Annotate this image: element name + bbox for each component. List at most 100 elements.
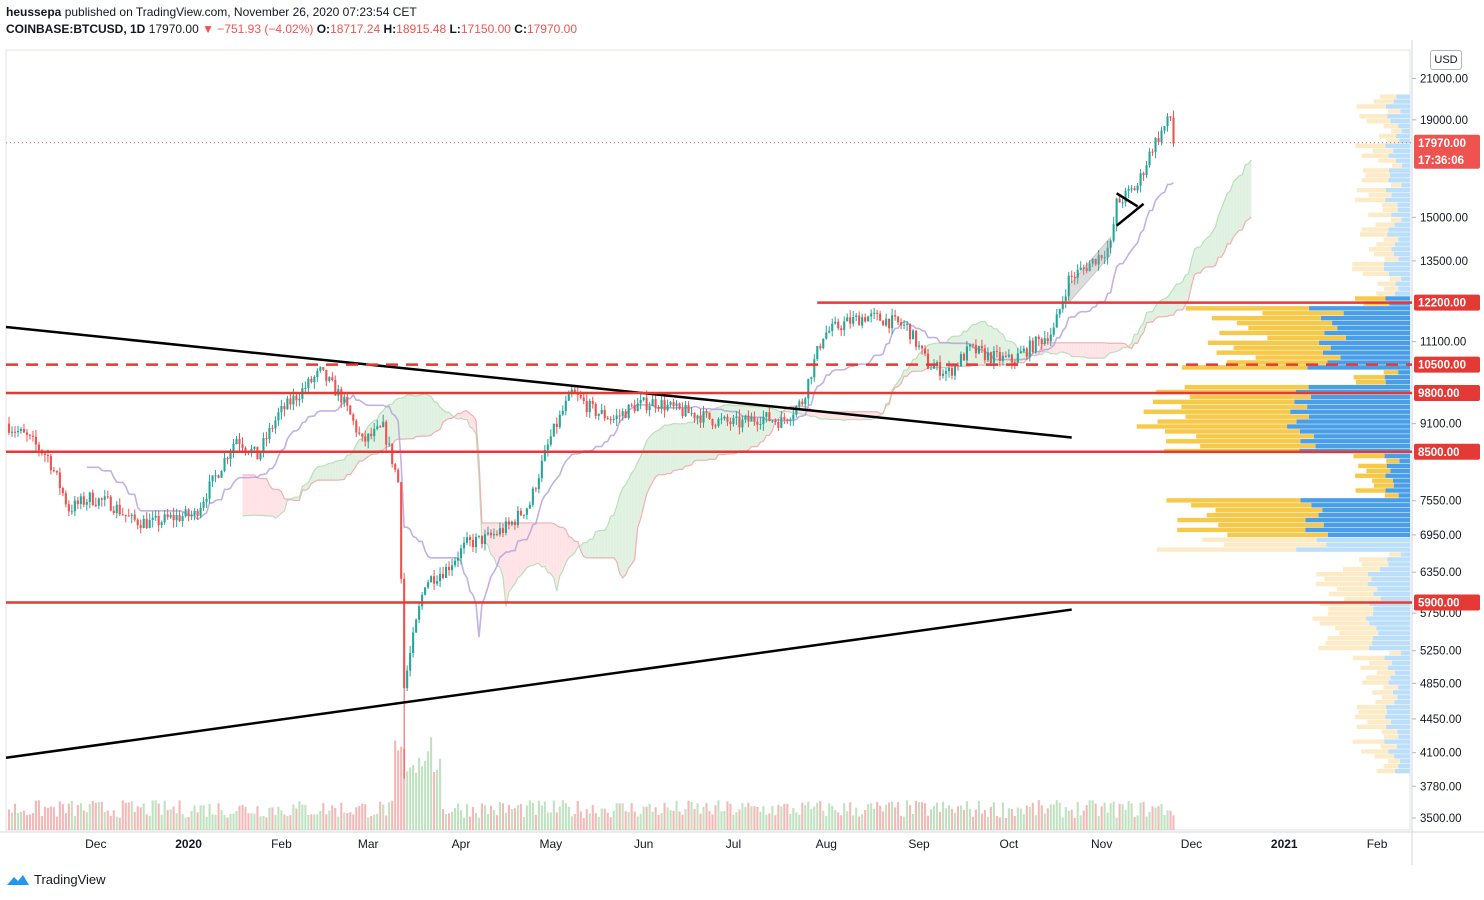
volume-bar — [331, 805, 334, 830]
volume-bar — [259, 816, 262, 830]
cloud-segment — [817, 411, 821, 420]
volume-bar — [807, 801, 810, 830]
cloud-segment — [467, 410, 471, 427]
cloud-segment — [1053, 342, 1057, 355]
vp-bar-sell — [1143, 409, 1291, 414]
vp-bar-sell — [1384, 286, 1399, 291]
candle-body — [744, 416, 747, 420]
candle-body — [1160, 130, 1163, 142]
volume-bar — [1088, 800, 1091, 830]
volume-bar — [295, 808, 298, 830]
candle-body — [938, 362, 942, 376]
cloud-segment — [646, 436, 650, 495]
candle-body — [900, 322, 903, 326]
cloud-segment — [347, 454, 351, 475]
candle-body — [870, 313, 873, 317]
volume-bar — [1010, 809, 1013, 830]
vp-bar-buy — [1385, 473, 1410, 478]
volume-bar — [663, 802, 666, 830]
volume-bar — [858, 816, 861, 830]
candle-body — [885, 318, 888, 326]
candle-body — [358, 432, 361, 434]
vp-bar-sell — [1219, 330, 1325, 336]
candle-body — [397, 469, 400, 483]
candle-body — [792, 414, 795, 420]
cloud-segment — [431, 396, 435, 436]
cloud-segment — [263, 478, 267, 516]
cloud-segment — [532, 522, 536, 566]
volume-bar — [211, 814, 214, 830]
volume-bar — [462, 817, 466, 830]
vp-bar-buy — [1391, 247, 1410, 252]
time-tick-label: Sep — [908, 837, 930, 851]
volume-bar — [621, 803, 624, 830]
vp-bar-buy — [1391, 660, 1410, 666]
vp-bar-sell — [1227, 532, 1328, 538]
flag-lower-line — [1115, 202, 1145, 227]
candle-body — [13, 431, 17, 433]
cloud-segment — [1116, 343, 1120, 352]
volume-bar — [507, 804, 510, 830]
candle-body — [947, 367, 951, 372]
candle-body — [504, 521, 507, 533]
volume-bar — [202, 805, 205, 830]
vp-bar-buy — [1395, 670, 1410, 675]
volume-bar — [109, 815, 112, 830]
vp-bar-sell — [1355, 488, 1386, 493]
candle-body — [1169, 116, 1172, 118]
volume-bar — [474, 812, 478, 830]
volume-bar — [346, 813, 349, 830]
volume-bar — [738, 809, 741, 830]
vp-bar-buy — [1397, 729, 1410, 734]
candle-body — [349, 405, 352, 415]
vp-bar-sell — [1233, 345, 1331, 350]
cloud-segment — [643, 440, 647, 507]
vp-bar-sell — [1372, 478, 1393, 483]
candle-body — [801, 401, 804, 405]
volume-bar — [525, 805, 528, 830]
descending-resistance-trendline — [5, 325, 1072, 439]
high-label: H: — [383, 22, 397, 36]
candle-body — [7, 423, 11, 433]
volume-bar — [217, 803, 220, 830]
vp-bar-sell — [1339, 631, 1379, 636]
candle-body — [1022, 348, 1025, 352]
cloud-segment — [550, 522, 554, 578]
candle-body — [468, 537, 472, 540]
candle-body — [322, 367, 325, 370]
price-chart[interactable]: 21000.00 19000.00 15000.00 13500.00 11100.00… — [0, 40, 1484, 865]
candle-body — [1034, 336, 1037, 353]
candle-body — [280, 405, 283, 413]
vp-bar-buy — [1287, 424, 1410, 429]
candle-body — [920, 345, 924, 349]
vp-bar-sell — [1391, 163, 1402, 168]
cloud-segment — [514, 522, 518, 584]
volume-bar — [1034, 815, 1037, 830]
vp-bar-buy — [1388, 749, 1410, 754]
candle-body — [1154, 138, 1157, 153]
currency-button[interactable]: USD — [1430, 50, 1462, 70]
kijun-sen-line — [86, 182, 1174, 638]
cloud-segment — [1107, 343, 1111, 355]
tradingview-logo-icon — [7, 874, 29, 885]
time-tick-label: Jun — [634, 837, 653, 851]
vp-bar-buy — [1319, 340, 1410, 346]
vp-bar-buy — [1373, 591, 1410, 597]
candle-body — [531, 488, 534, 505]
candle-body — [546, 444, 549, 451]
level-tag-label: 9800.00 — [1418, 388, 1460, 400]
volume-bar — [609, 817, 612, 830]
vp-bar-buy — [1394, 700, 1410, 705]
vp-bar-buy — [1398, 370, 1410, 375]
volume-bar — [124, 802, 127, 830]
vp-bar-sell — [1356, 704, 1387, 710]
price-tick-label: 11100.00 — [1420, 337, 1466, 349]
candle-body — [1004, 355, 1007, 357]
volume-bar — [989, 806, 992, 830]
volume-bar — [546, 812, 549, 830]
candle-body — [403, 578, 406, 689]
candle-body — [268, 427, 271, 440]
vp-bar-buy — [1300, 439, 1410, 444]
volume-bar — [40, 815, 43, 830]
volume-bar — [855, 807, 858, 830]
